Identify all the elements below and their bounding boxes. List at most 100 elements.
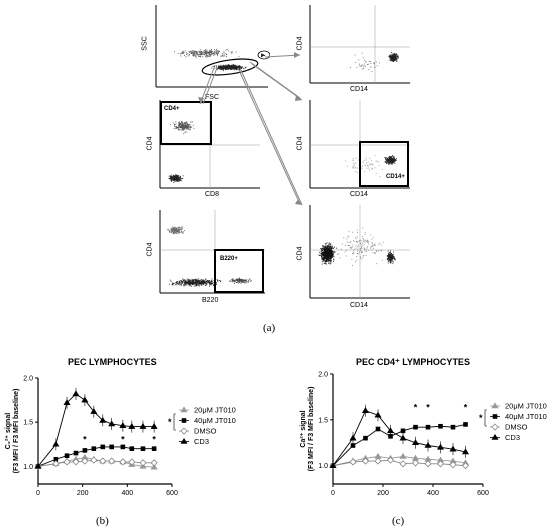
data-point: [349, 434, 357, 441]
significance-marker: *: [426, 403, 430, 413]
data-point: [449, 461, 457, 469]
data-point: [375, 426, 381, 432]
data-point: [64, 453, 70, 459]
y-axis-label: C₂²⁺ signal: [5, 413, 12, 449]
data-point: [363, 435, 368, 441]
data-point: [436, 460, 445, 468]
legend-significance: *: [168, 417, 172, 427]
legend-marker: [180, 427, 188, 435]
cd4-cd14-mid-plot: [305, 100, 410, 190]
data-point: [119, 422, 127, 429]
data-point: [374, 457, 382, 465]
data-point: [34, 462, 42, 469]
data-point: [436, 443, 445, 450]
data-point: [450, 424, 456, 430]
significance-marker: *: [83, 434, 87, 444]
data-point: [91, 446, 97, 451]
data-point: [349, 458, 357, 466]
data-point: [374, 411, 382, 418]
legend-marker: [180, 406, 188, 413]
legend-label: 40μM JT010: [505, 412, 547, 421]
cd4-gate-label: CD4+: [164, 106, 180, 112]
cd4-cd14-bot-xlabel: CD14: [350, 302, 368, 309]
legend-marker: [181, 418, 187, 423]
data-point: [461, 448, 470, 455]
legend-bracket: [173, 413, 176, 431]
data-point: [350, 443, 356, 448]
data-point: [150, 463, 158, 470]
legend-marker: [491, 402, 499, 409]
data-point: [128, 423, 136, 429]
data-point: [90, 407, 98, 414]
data-point: [63, 458, 71, 466]
cd4-cd8-dots: [168, 120, 195, 183]
data-point: [52, 440, 60, 447]
chart-c: 1.01.52.00200400600time (sec)Ca²⁺ signal…: [300, 372, 547, 498]
data-point: [438, 423, 443, 429]
x-tick-label: 200: [377, 490, 389, 497]
data-point: [425, 424, 431, 430]
data-point: [361, 457, 370, 465]
data-point: [386, 456, 395, 464]
y-tick-label: 1.5: [318, 417, 328, 424]
y-axis-label-2: (F3 MFI / F3 MFI baseline): [13, 389, 20, 474]
chart-b: 1.01.52.00200400600time (sec)C₂²⁺ signal…: [5, 376, 236, 498]
data-point: [108, 457, 116, 465]
legend-marker: [492, 414, 498, 419]
legend-label: 20μM JT010: [194, 406, 236, 415]
data-point: [99, 416, 107, 423]
legend-label: DMSO: [505, 423, 528, 432]
x-tick-label: 0: [331, 490, 335, 497]
significance-marker: *: [152, 434, 156, 444]
cd4-b220-dots: [167, 226, 252, 287]
x-tick-label: 400: [121, 490, 133, 497]
series-dmso: [34, 456, 158, 470]
legend-item: 40μM JT010: [490, 412, 547, 421]
legend-marker: [491, 433, 499, 440]
legend-item: 40μM JT010: [179, 416, 236, 425]
series-cd3: [34, 387, 158, 469]
y-tick-label: 2.0: [318, 372, 328, 379]
legend-label: 40μM JT010: [194, 416, 236, 425]
legend-bracket: [484, 409, 487, 427]
cd4-cd14-bot-plot: [305, 205, 410, 300]
data-point: [119, 458, 127, 466]
data-point: [82, 448, 88, 453]
cd4-gate-box: [160, 101, 212, 145]
panel-b-label: (b): [96, 515, 109, 527]
chart-c-title: PEC CD4⁺ LYMPHOCYTES: [356, 357, 470, 367]
data-point: [73, 450, 79, 456]
x-tick-label: 0: [36, 490, 40, 497]
data-point: [120, 444, 126, 450]
panel-c-label: (c): [392, 515, 405, 527]
data-point: [411, 439, 420, 446]
data-point: [139, 459, 147, 467]
data-point: [399, 452, 407, 459]
legend-marker: [180, 437, 188, 444]
cd4-cd14-mid-dots: [344, 154, 397, 177]
b220-gate-label: B220+: [220, 256, 238, 262]
series-20-m-jt010: [329, 452, 470, 468]
data-point: [140, 446, 146, 451]
lymphocyte-gate: [201, 58, 259, 76]
x-tick-label: 400: [427, 490, 439, 497]
data-point: [400, 428, 406, 434]
x-tick-label: 600: [166, 490, 178, 497]
legend-item: DMSO: [179, 427, 217, 436]
data-point: [139, 423, 147, 429]
series-cd3: [329, 404, 470, 468]
significance-marker: *: [464, 403, 468, 413]
data-point: [150, 459, 158, 467]
significance-marker: *: [121, 434, 125, 444]
data-point: [128, 458, 136, 466]
cd4-cd8-xlabel: CD8: [205, 191, 220, 198]
data-point: [53, 456, 59, 462]
data-point: [329, 462, 337, 468]
data-point: [100, 444, 106, 450]
data-point: [424, 441, 432, 448]
legend-item: 20μM JT010: [490, 402, 547, 411]
cd4-cd14-bot-dots: [318, 227, 396, 266]
data-point: [52, 460, 60, 468]
series-dmso: [329, 456, 470, 470]
legend-marker: [491, 423, 499, 431]
